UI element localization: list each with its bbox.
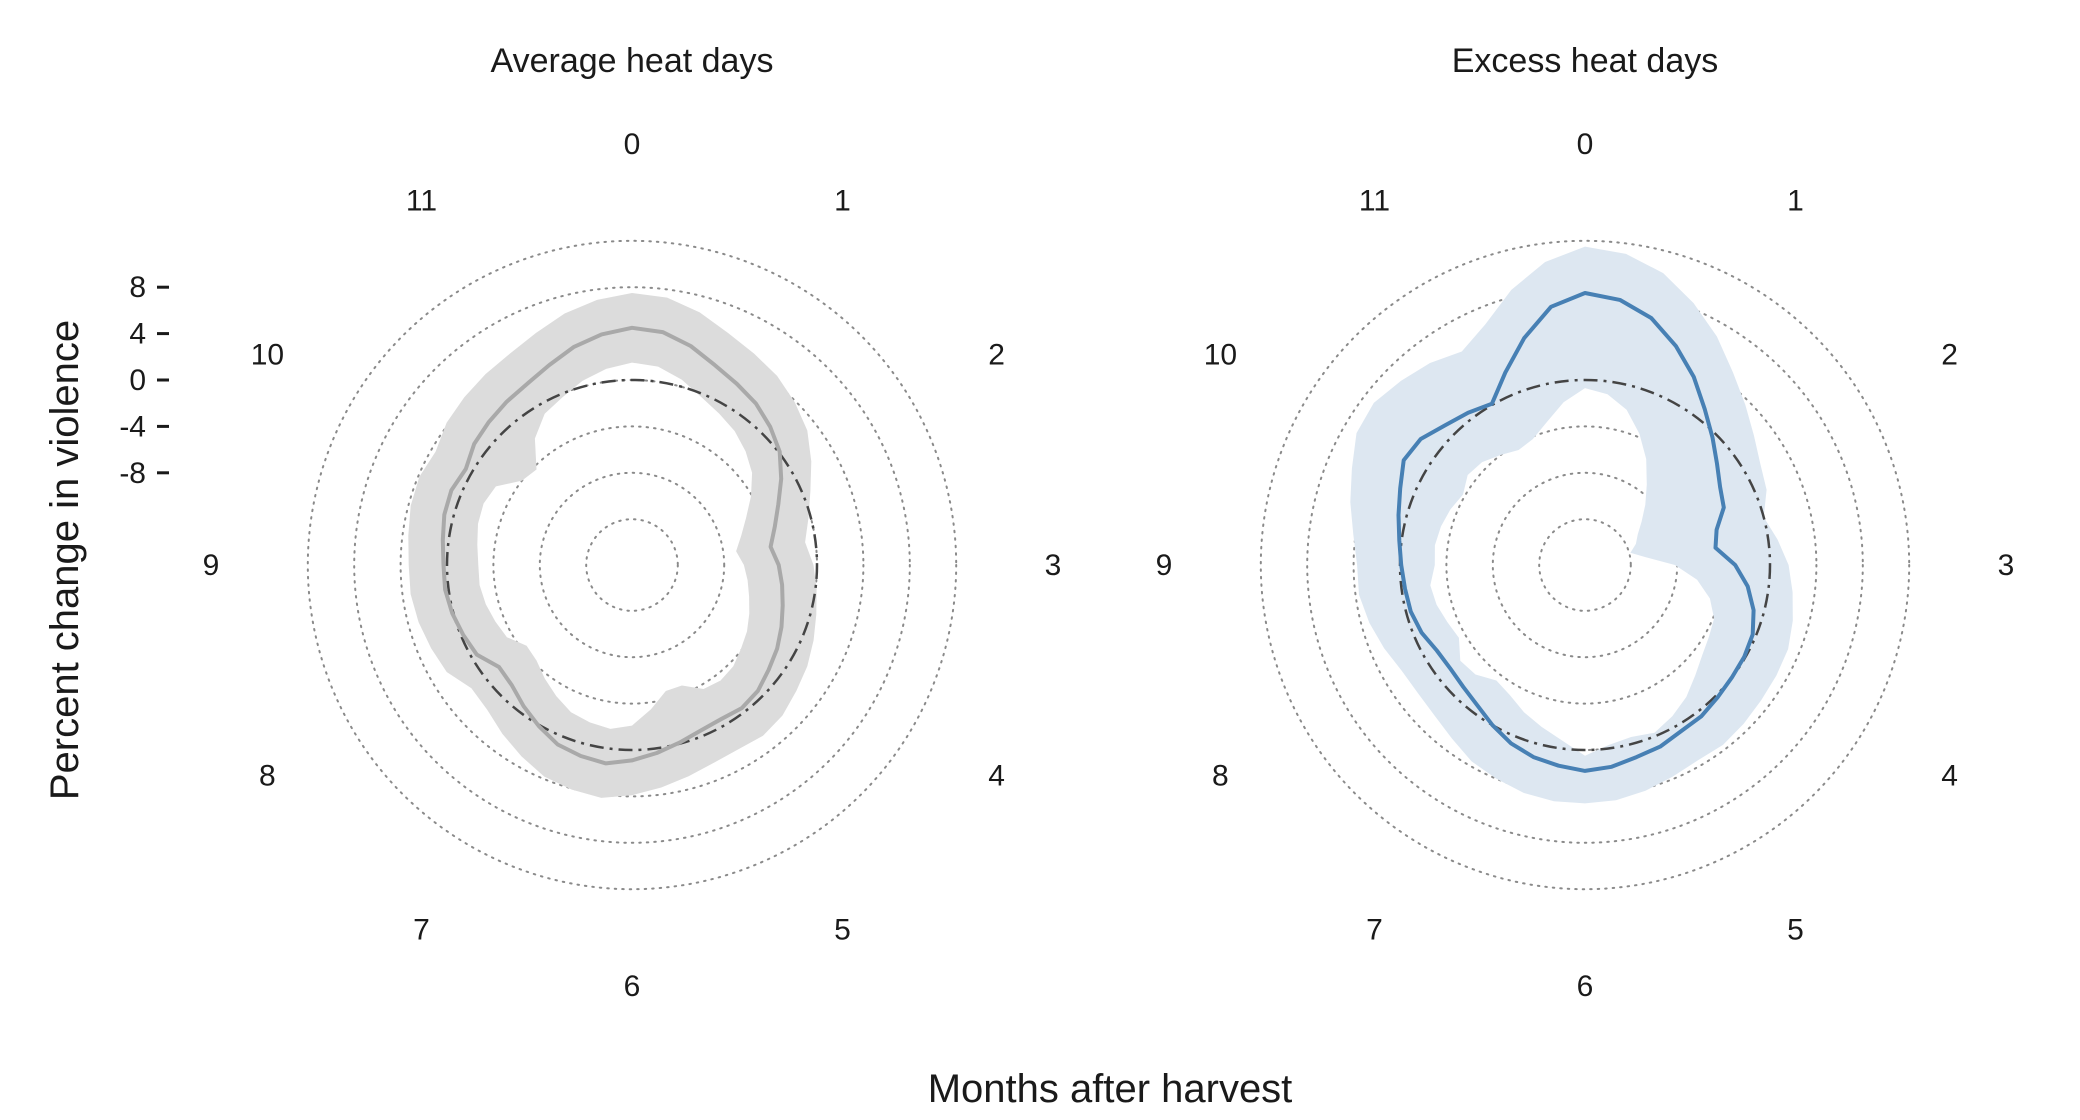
month-label: 8	[259, 760, 276, 793]
grid-circle	[538, 471, 726, 659]
month-label: 6	[1577, 970, 1594, 1003]
month-label: 4	[1941, 760, 1958, 793]
month-label: 9	[203, 549, 220, 582]
grid-circle	[306, 239, 958, 891]
month-label: 0	[1577, 128, 1594, 161]
x-axis-title: Months after harvest	[928, 1067, 1293, 1111]
panel-average-heat-days: Average heat days 0 1 2 3 4 5 6 7 8 9 10 11	[203, 42, 1062, 1003]
month-label: 11	[1359, 184, 1390, 217]
month-label: 11	[406, 184, 437, 217]
y-axis-title: Percent change in violence	[43, 320, 87, 800]
y-tick-label: -8	[119, 457, 146, 490]
month-label: 4	[988, 760, 1005, 793]
month-label: 10	[251, 339, 284, 372]
y-tick-label: 4	[129, 318, 146, 351]
grid-circle	[1538, 518, 1632, 612]
month-label: 8	[1212, 760, 1229, 793]
confidence-band	[1350, 246, 1793, 804]
grid-circle	[1306, 286, 1864, 844]
grid-circle	[353, 286, 911, 844]
month-label: 1	[834, 184, 851, 217]
month-label: 2	[988, 339, 1005, 372]
month-label: 7	[413, 914, 430, 947]
grid-circle	[585, 518, 679, 612]
y-tick-label: 0	[129, 364, 146, 397]
month-label: 9	[1156, 549, 1173, 582]
month-label: 7	[1366, 914, 1383, 947]
baseline-circle	[445, 378, 819, 752]
month-label: 10	[1204, 339, 1237, 372]
grid-circle	[1259, 239, 1911, 891]
y-axis: 8 4 0 -4 -8	[119, 271, 169, 490]
month-label: 6	[624, 970, 641, 1003]
month-label: 5	[834, 914, 851, 947]
month-label: 0	[624, 128, 641, 161]
series-line	[440, 325, 785, 766]
panel-title: Average heat days	[491, 42, 774, 80]
month-label: 1	[1787, 184, 1804, 217]
panel-title: Excess heat days	[1452, 42, 1718, 80]
series-line	[1396, 291, 1756, 773]
confidence-band	[408, 293, 817, 798]
month-label: 3	[1998, 549, 2015, 582]
y-tick-label: -4	[119, 410, 146, 443]
month-label: 5	[1787, 914, 1804, 947]
panel-excess-heat-days: Excess heat days 0 1 2 3 4 5 6 7 8 9 10 11	[1156, 42, 2015, 1003]
y-tick-label: 8	[129, 271, 146, 304]
month-label: 2	[1941, 339, 1958, 372]
month-label: 3	[1045, 549, 1062, 582]
